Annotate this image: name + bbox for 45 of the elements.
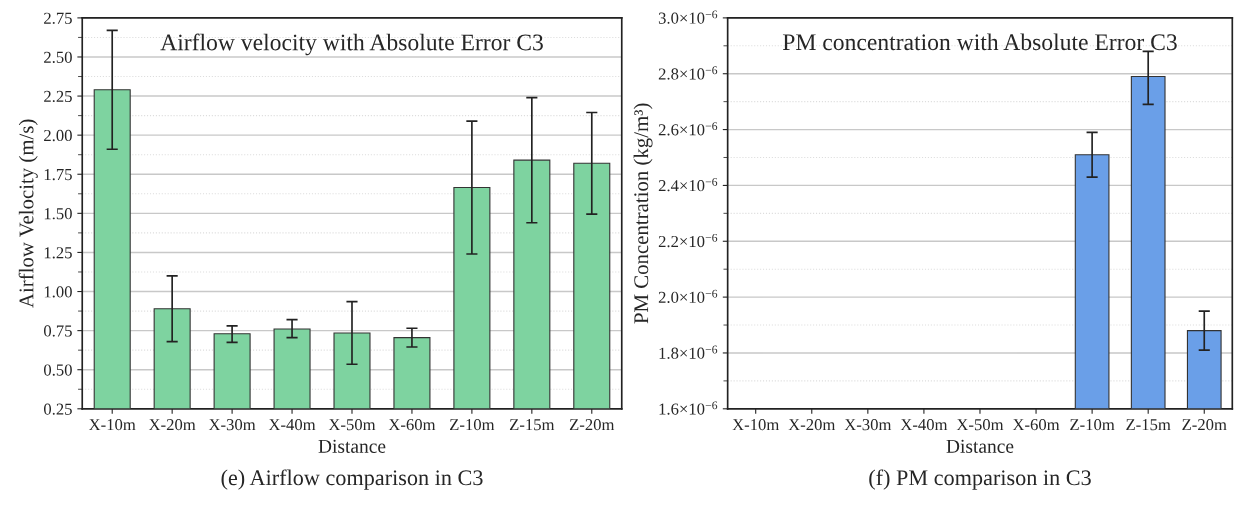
- text: (e) Airflow comparison in C3: [221, 469, 483, 490]
- y-tick-label: 1.8×10$^{−6}$: [659, 345, 718, 359]
- x-tick-label: X-30m: [208, 419, 256, 431]
- y-tick-label: 2.6×10$^{−6}$: [658, 122, 718, 136]
- y-tick-label: 2.4×10$^{−6}$: [658, 178, 718, 192]
- x-tick-label: X-60m: [388, 419, 436, 431]
- y-axis-title: PM Concentration (kg/m³): [633, 103, 653, 324]
- y-tick-label: 2.8×10$^{−6}$: [658, 66, 718, 80]
- y-tick-label: 2.25: [44, 90, 72, 103]
- x-tick-label: Z-15m: [509, 419, 555, 431]
- y-axis-title: Airflow Velocity (m/s): [18, 119, 38, 308]
- x-tick-label: X-50m: [956, 419, 1004, 431]
- x-tick-label: Z-15m: [1126, 419, 1171, 431]
- x-tick-label: Z-10m: [450, 419, 495, 431]
- x-tick-label: X-10m: [88, 419, 136, 431]
- y-tick-label: 2.50: [44, 51, 72, 63]
- y-tick-label: 1.6×10$^{−6}$: [659, 401, 718, 415]
- x-tick-label: X-10m: [732, 419, 780, 431]
- x-tick-label: X-30m: [844, 419, 892, 431]
- y-tick-label: 0.25: [43, 403, 72, 415]
- x-axis-title: Distance: [946, 439, 1014, 453]
- y-tick-label: 2.00: [44, 129, 72, 142]
- x-tick-label: X-20m: [788, 419, 836, 431]
- text: (f) PM comparison in C3: [869, 469, 1091, 490]
- y-tick-label: 0.75: [43, 325, 72, 337]
- x-tick-label: Z-10m: [1070, 419, 1115, 431]
- x-tick-label: X-60m: [1012, 419, 1060, 431]
- x-tick-label: Z-20m: [1182, 419, 1227, 431]
- x-tick-label: X-50m: [328, 419, 376, 431]
- x-tick-label: X-40m: [268, 419, 316, 431]
- y-tick-label: 1.50: [44, 208, 72, 220]
- y-tick-label: 1.25: [44, 247, 72, 259]
- y-tick-label: 1.75: [44, 169, 72, 181]
- y-tick-label: 2.75: [44, 12, 72, 24]
- text: Airflow velocity with Absolute Error C3: [160, 33, 543, 56]
- x-tick-label: X-40m: [900, 419, 948, 431]
- x-tick-label: Z-20m: [569, 419, 615, 431]
- x-tick-label: X-20m: [148, 419, 196, 431]
- y-tick-label: 3.0×10$^{−6}$: [658, 10, 718, 24]
- y-tick-label: 2.0×10$^{−6}$: [658, 289, 718, 304]
- text: PM concentration with Absolute Error C3: [782, 33, 1177, 51]
- y-tick-label: 1.00: [44, 286, 72, 298]
- y-tick-label: 2.2×10$^{−6}$: [658, 233, 718, 248]
- x-axis-title: Distance: [318, 439, 386, 453]
- y-tick-label: 0.50: [43, 364, 72, 376]
